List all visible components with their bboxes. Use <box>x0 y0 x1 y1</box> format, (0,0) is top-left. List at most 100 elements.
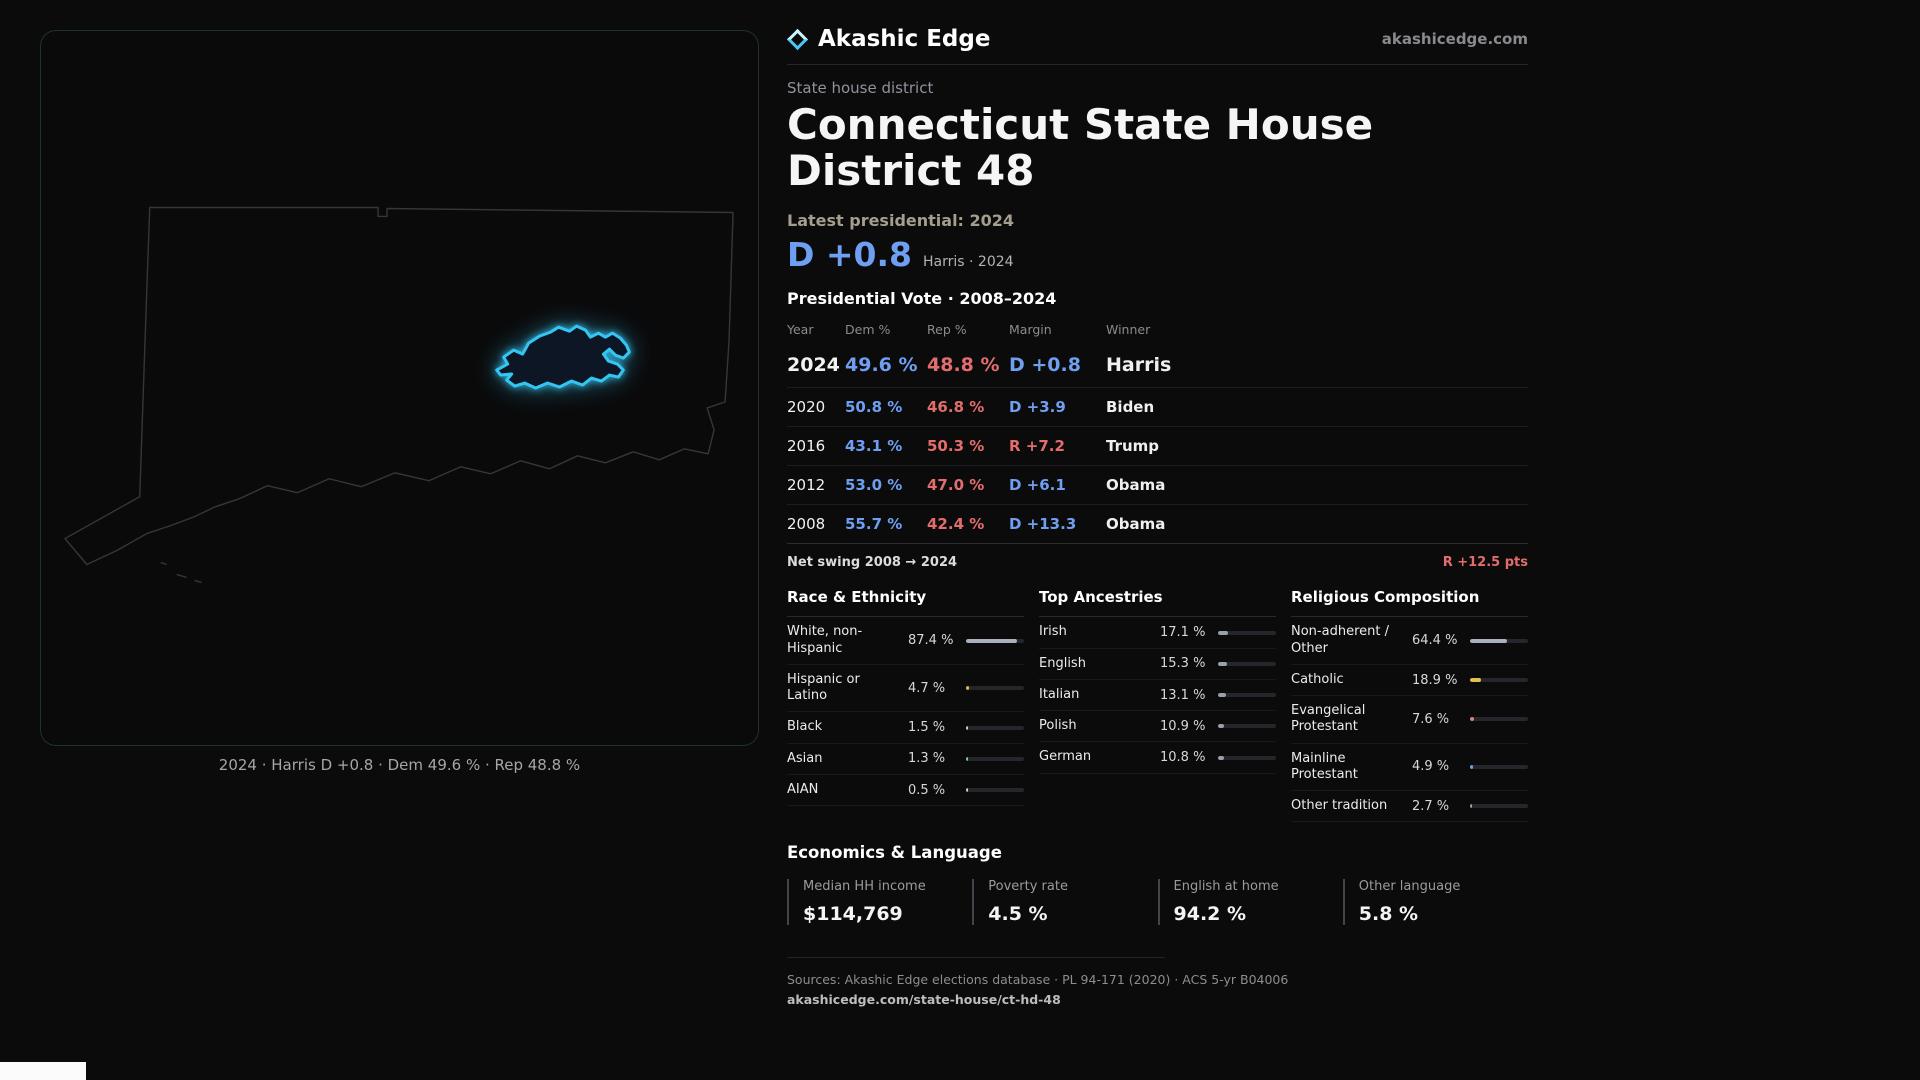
stat-value: 5.8 % <box>1358 903 1419 926</box>
list-item: Mainline Protestant 4.9 % <box>1291 744 1528 792</box>
demo-bar <box>1218 724 1276 729</box>
table-row: 2008 55.7 % 42.4 % D +13.3 Obama <box>787 505 1528 545</box>
demo-label: Mainline Protestant <box>1291 750 1358 782</box>
demo-label: Evangelical Protestant <box>1291 703 1366 735</box>
stat-label: Other language <box>1358 879 1461 895</box>
cell-rep: 48.8 % <box>927 354 1000 377</box>
race-ethnicity-column: Race & Ethnicity White, non-Hispanic 87.… <box>787 584 1024 822</box>
coast-island <box>160 561 167 566</box>
net-swing-row: Net swing 2008 → 2024 R +12.5 pts <box>787 555 1528 570</box>
cell-margin: R +7.2 <box>1009 437 1065 456</box>
cell-year: 2020 <box>787 398 826 417</box>
list-item: Catholic 18.9 % <box>1291 665 1528 697</box>
district-48-shape <box>495 324 631 390</box>
demo-bar <box>1470 717 1528 722</box>
stat-label: English at home <box>1173 879 1279 895</box>
ancestries-column: Top Ancestries Irish 17.1 % English 15.3… <box>1039 584 1276 822</box>
list-item: Evangelical Protestant 7.6 % <box>1291 696 1528 744</box>
demo-label: AIAN <box>787 781 819 797</box>
cell-dem: 50.8 % <box>845 398 903 417</box>
demo-label: Italian <box>1039 686 1080 702</box>
cell-year: 2008 <box>787 515 826 534</box>
col-year: Year <box>787 322 814 338</box>
cell-margin: D +0.8 <box>1009 354 1081 377</box>
cell-dem: 43.1 % <box>845 437 903 456</box>
stat-poverty-rate: Poverty rate 4.5 % <box>972 879 1157 926</box>
footer-divider <box>787 957 1165 959</box>
brand-domain-link[interactable]: akashicedge.com <box>1381 30 1528 48</box>
page-title: Connecticut State House District 48 <box>787 100 1374 196</box>
list-item: Hispanic or Latino 4.7 % <box>787 665 1024 713</box>
cell-dem: 53.0 % <box>845 476 903 495</box>
cell-winner: Harris <box>1106 354 1172 377</box>
demo-bar <box>966 788 1024 792</box>
permalink[interactable]: akashicedge.com/state-house/ct-hd-48 <box>787 992 1061 1008</box>
map-canvas <box>64 206 734 584</box>
demo-label: Other tradition <box>1291 798 1388 814</box>
list-item: Irish 17.1 % <box>1039 617 1276 649</box>
list-item: AIAN 0.5 % <box>787 775 1024 807</box>
cell-winner: Biden <box>1106 398 1155 417</box>
cell-winner: Obama <box>1106 476 1166 495</box>
cell-dem: 55.7 % <box>845 515 903 534</box>
list-item: Polish 10.9 % <box>1039 711 1276 743</box>
demo-label: English <box>1039 655 1086 671</box>
brand-name: Akashic Edge <box>818 26 991 52</box>
stat-label: Median HH income <box>803 879 926 895</box>
demo-bar <box>1470 764 1528 769</box>
vote-table-title: Presidential Vote · 2008–2024 <box>787 289 1057 309</box>
header: Akashic Edge akashicedge.com <box>786 26 1528 65</box>
demo-value: 4.7 % <box>908 680 946 696</box>
demo-label: Polish <box>1039 718 1077 734</box>
demo-label: Black <box>787 719 823 735</box>
demo-value: 0.5 % <box>908 782 946 798</box>
cell-margin: D +6.1 <box>1009 476 1066 495</box>
cell-dem: 49.6 % <box>845 354 918 377</box>
list-item: Italian 13.1 % <box>1039 680 1276 712</box>
col-winner: Winner <box>1106 322 1151 338</box>
kicker: State house district <box>787 79 934 97</box>
demo-label: Hispanic or Latino <box>787 671 860 704</box>
demo-bar <box>1470 678 1528 682</box>
section-title: Race & Ethnicity <box>787 584 1024 618</box>
stat-value: $114,769 <box>803 903 903 926</box>
cell-margin: D +13.3 <box>1009 515 1077 534</box>
demo-value: 15.3 % <box>1160 656 1206 672</box>
stat-value: 4.5 % <box>988 903 1048 926</box>
cell-rep: 42.4 % <box>927 515 985 534</box>
demo-bar <box>1218 661 1276 666</box>
demo-bar <box>1218 755 1276 760</box>
cell-year: 2012 <box>787 476 826 495</box>
demo-value: 1.3 % <box>908 751 946 767</box>
demo-label: Irish <box>1039 624 1067 640</box>
headline-margin: D +0.8 <box>787 235 912 275</box>
demo-bar <box>1218 630 1276 635</box>
demo-label: White, non-Hispanic <box>787 624 863 656</box>
cell-winner: Trump <box>1106 437 1160 456</box>
table-row: 2020 50.8 % 46.8 % D +3.9 Biden <box>787 388 1528 428</box>
economics-stats: Median HH income $114,769 Poverty rate 4… <box>787 879 1528 926</box>
section-title: Top Ancestries <box>1039 584 1276 618</box>
demo-bar <box>1218 693 1276 697</box>
demo-value: 18.9 % <box>1412 672 1458 688</box>
headline-detail: Harris · 2024 <box>923 254 1014 271</box>
list-item: German 10.8 % <box>1039 742 1276 774</box>
demo-value: 10.8 % <box>1160 750 1206 765</box>
table-row: 2012 53.0 % 47.0 % D +6.1 Obama <box>787 466 1528 506</box>
headline-margin-row: D +0.8 Harris · 2024 <box>787 235 1528 274</box>
cell-margin: D +3.9 <box>1009 398 1066 417</box>
demo-label: Catholic <box>1291 671 1344 687</box>
demo-value: 64.4 % <box>1412 633 1458 649</box>
demo-value: 87.4 % <box>908 633 954 649</box>
demo-value: 10.9 % <box>1160 718 1206 734</box>
cell-year: 2024 <box>787 354 840 377</box>
demo-label: Asian <box>787 750 823 766</box>
district-profile: Akashic Edge akashicedge.com State house… <box>786 26 1528 1008</box>
stat-value: 94.2 % <box>1173 903 1247 926</box>
diamond-icon <box>786 28 809 50</box>
vote-table: Year Dem % Rep % Margin Winner 2024 49.6… <box>787 313 1528 545</box>
list-item: Non-adherent / Other 64.4 % <box>1291 617 1528 665</box>
demo-value: 2.7 % <box>1412 798 1450 814</box>
demo-bar <box>1470 804 1528 809</box>
